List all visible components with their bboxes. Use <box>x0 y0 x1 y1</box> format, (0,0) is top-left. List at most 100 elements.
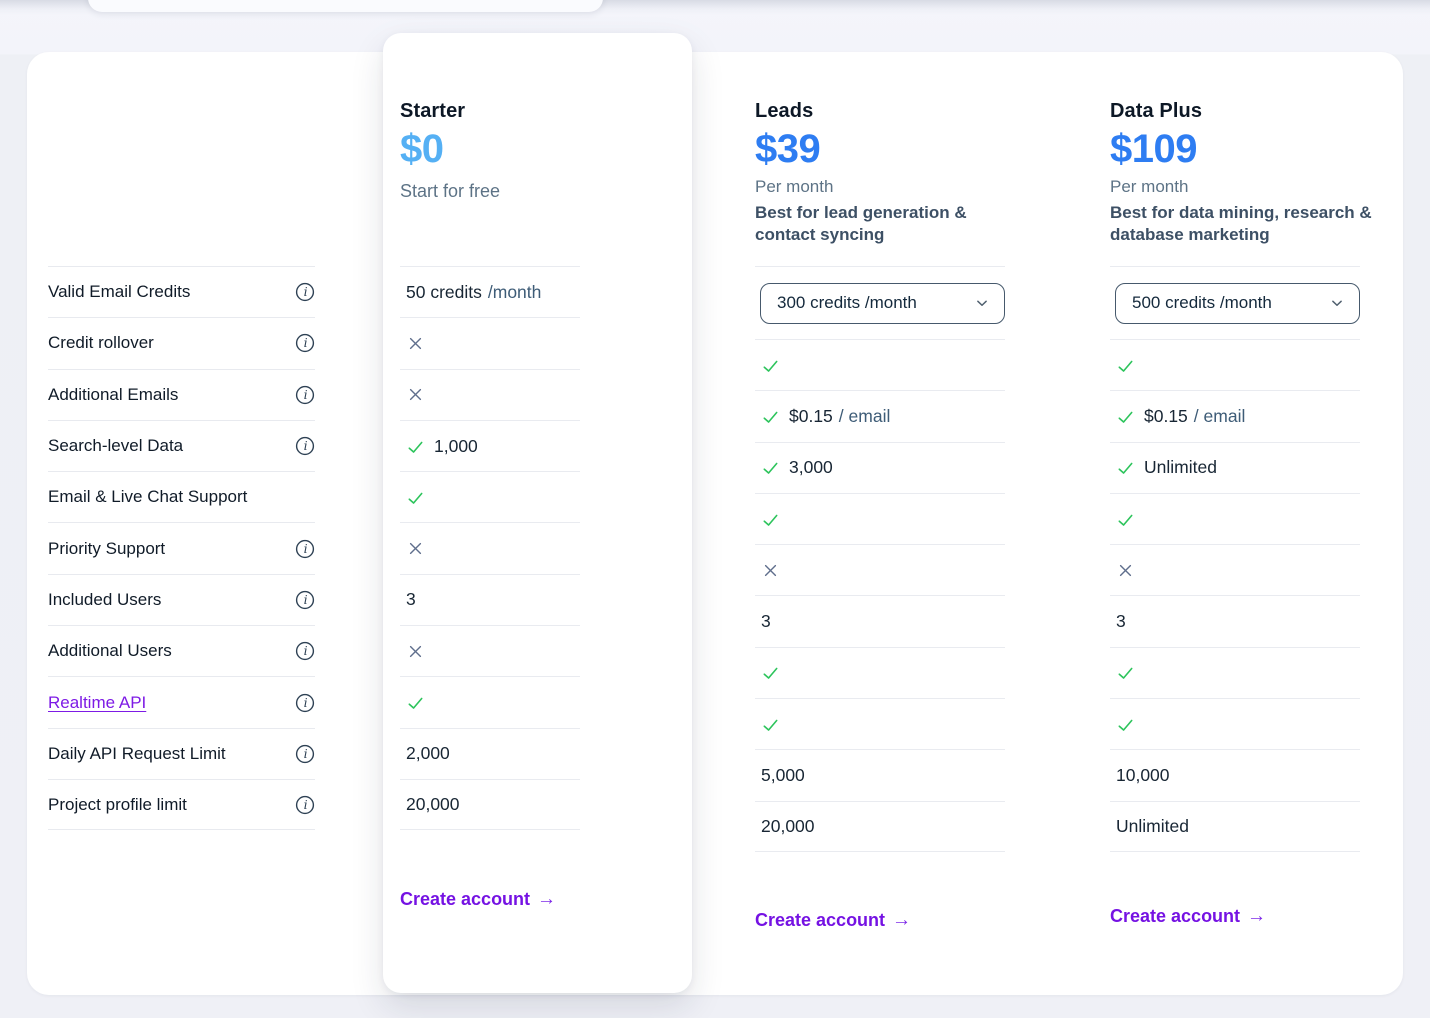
plan-value-row <box>400 368 580 420</box>
feature-label: Valid Email Credits <box>48 282 191 302</box>
feature-label: Email & Live Chat Support <box>48 487 248 507</box>
svg-text:i: i <box>304 695 308 710</box>
plan-value-row <box>400 471 580 522</box>
check-icon <box>763 411 778 423</box>
create-account-link-data-plus[interactable]: Create account → <box>1110 905 1266 927</box>
data-plus-plan-values: 500 credits /month $0.15/ email Unlimited 3… <box>1110 266 1360 852</box>
feature-value: $0.15 <box>789 405 833 426</box>
starter-plan-header: Starter $0 Start for free <box>400 100 500 202</box>
leads-plan-header: Leads $39 Per month Best for lead genera… <box>755 100 995 247</box>
info-icon[interactable]: i <box>295 436 315 456</box>
plan-title: Data Plus <box>1110 100 1203 122</box>
plan-value-row: 3,000 <box>755 441 1005 493</box>
svg-text:i: i <box>304 643 308 658</box>
plan-value-row: 3 <box>1110 595 1360 646</box>
cross-icon <box>409 543 422 555</box>
check-icon <box>1118 360 1133 372</box>
feature-value: $0.15 <box>1144 405 1188 426</box>
feature-value: 20,000 <box>761 815 815 836</box>
feature-value: 3,000 <box>789 457 833 478</box>
svg-text:i: i <box>304 797 308 812</box>
info-icon[interactable]: i <box>295 385 315 405</box>
credits-dropdown[interactable]: 300 credits /month <box>760 282 1005 324</box>
plan-value-row <box>400 625 580 676</box>
check-icon <box>763 462 778 475</box>
svg-text:i: i <box>304 284 308 299</box>
plan-value-row <box>1110 339 1360 390</box>
svg-text:i: i <box>304 438 308 453</box>
feature-label: Search-level Data <box>48 436 184 456</box>
feature-value: 2,000 <box>406 743 450 764</box>
feature-row: Daily API Request Limit i <box>48 727 315 779</box>
plan-price: $0 <box>400 127 444 171</box>
feature-label: Daily API Request Limit <box>48 743 226 763</box>
plan-value-row: 10,000 <box>1110 749 1360 800</box>
check-icon <box>1118 719 1133 731</box>
feature-value: 3 <box>406 589 416 610</box>
plan-value-row: 3 <box>755 595 1005 646</box>
create-account-link-starter[interactable]: Create account → <box>400 888 556 910</box>
plan-value-row: $0.15/ email <box>755 390 1005 441</box>
plan-value-row: 50 credits/month <box>400 266 580 317</box>
plan-value-row <box>1110 698 1360 749</box>
info-icon[interactable]: i <box>295 744 315 764</box>
feature-row: Project profile limit i <box>48 778 315 831</box>
cross-icon <box>409 337 422 350</box>
plan-value-row <box>1110 492 1360 544</box>
svg-text:i: i <box>304 336 308 351</box>
credits-dropdown[interactable]: 500 credits /month <box>1115 282 1360 324</box>
feature-label: Additional Emails <box>48 384 179 404</box>
plan-value-row: $0.15/ email <box>1110 390 1360 441</box>
check-icon <box>1118 668 1133 680</box>
info-icon[interactable]: i <box>295 590 315 610</box>
plan-value-row: 3 <box>400 573 580 625</box>
svg-text:i: i <box>304 541 308 556</box>
create-account-label: Create account <box>1110 905 1241 926</box>
realtime-api-link[interactable]: Realtime API <box>48 692 147 712</box>
info-icon[interactable]: i <box>295 795 315 815</box>
plan-value-row: 5,000 <box>755 749 1005 800</box>
feature-label: Project profile limit <box>48 794 187 814</box>
feature-row: Search-level Data i <box>48 419 315 471</box>
plan-price: $109 <box>1110 127 1197 171</box>
arrow-right-icon: → <box>537 888 557 910</box>
info-icon[interactable]: i <box>295 641 315 661</box>
feature-value: 50 credits <box>406 281 482 302</box>
starter-plan-card <box>383 33 692 993</box>
svg-text:i: i <box>304 746 308 761</box>
plan-value-row: 1,000 <box>400 419 580 471</box>
plan-title: Starter <box>400 100 466 122</box>
info-icon[interactable]: i <box>295 693 315 713</box>
leads-plan-values: 300 credits /month $0.15/ email 3,000 3 5,00… <box>755 266 1005 852</box>
create-account-link-leads[interactable]: Create account → <box>755 909 911 931</box>
check-icon <box>1118 411 1133 423</box>
plan-value-row: Unlimited <box>1110 441 1360 493</box>
arrow-right-icon: → <box>892 909 912 931</box>
check-icon <box>408 492 423 504</box>
plan-value-row <box>755 544 1005 595</box>
feature-value: 1,000 <box>434 435 478 456</box>
feature-label: Credit rollover <box>48 333 154 353</box>
feature-row: Included Users i <box>48 573 315 625</box>
chevron-down-icon <box>1332 300 1342 306</box>
check-icon <box>1118 514 1133 526</box>
cross-icon <box>1119 564 1132 576</box>
plan-billing-period: Per month <box>1110 177 1189 196</box>
plan-title: Leads <box>755 100 814 122</box>
feature-row: Additional Emails i <box>48 368 315 420</box>
plan-value-row <box>1110 544 1360 595</box>
plan-value-row <box>400 676 580 727</box>
feature-value-suffix: / email <box>838 405 891 426</box>
check-icon <box>763 360 778 372</box>
chevron-down-icon <box>977 300 987 306</box>
plan-value-row <box>755 698 1005 749</box>
check-icon <box>408 441 423 453</box>
info-icon[interactable]: i <box>295 333 315 353</box>
info-icon[interactable]: i <box>295 282 315 302</box>
top-toggle-remnant <box>88 0 603 12</box>
feature-row: Valid Email Credits i <box>48 266 315 317</box>
plan-value-row: Unlimited <box>1110 800 1360 852</box>
info-icon[interactable]: i <box>295 539 315 559</box>
feature-row: Priority Support i <box>48 522 315 573</box>
